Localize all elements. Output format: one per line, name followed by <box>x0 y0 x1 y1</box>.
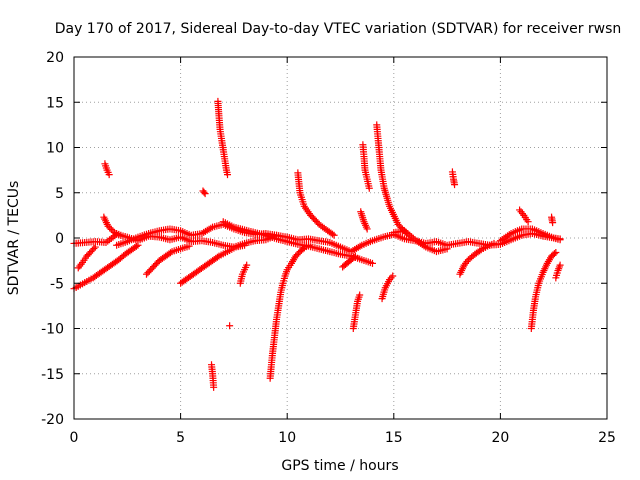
data-point <box>299 245 307 253</box>
data-point <box>350 253 358 261</box>
y-tick-label: -20 <box>41 412 64 428</box>
data-point <box>524 218 532 226</box>
data-point <box>451 181 459 189</box>
data-point <box>224 171 232 179</box>
series-band-2 <box>219 218 376 267</box>
y-tick-label: -5 <box>50 276 64 292</box>
series-arc-d14 <box>552 261 564 282</box>
series-arc-d10 <box>349 291 364 332</box>
data-point <box>132 242 140 250</box>
y-tick-label: -15 <box>41 367 64 383</box>
series-arc-d13 <box>527 248 560 332</box>
series-arc-d11 <box>378 272 397 303</box>
data-point <box>389 272 397 280</box>
series-arc-d5 <box>236 261 251 287</box>
series-arc-10 <box>357 208 371 233</box>
data-point <box>555 265 563 273</box>
data-point <box>556 236 564 244</box>
x-tick-label: 15 <box>385 430 403 446</box>
series-arc-d9 <box>339 252 359 271</box>
data-point <box>351 252 359 260</box>
data-point <box>213 253 221 261</box>
data-point <box>106 224 114 232</box>
data-point <box>105 171 113 179</box>
data-point <box>556 261 564 269</box>
data-point <box>490 239 498 247</box>
x-axis-label: GPS time / hours <box>281 458 398 474</box>
y-tick-label: 15 <box>46 95 64 111</box>
series-arc-d2 <box>74 243 99 272</box>
data-point <box>329 230 337 238</box>
series-arc-2 <box>214 97 232 179</box>
data-point <box>443 245 451 253</box>
data-point <box>166 249 174 257</box>
y-tick-label: 20 <box>46 50 64 66</box>
series-arc-5 <box>359 141 373 192</box>
data-point <box>363 225 371 233</box>
data-point <box>550 250 558 258</box>
data-point <box>241 241 249 249</box>
y-tick-label: 10 <box>46 141 64 157</box>
data-point <box>356 291 364 299</box>
data-point <box>104 222 112 230</box>
series-arc-4 <box>294 169 338 239</box>
plot-frame <box>73 56 608 420</box>
series-arc-6 <box>373 121 411 237</box>
data-point <box>330 231 338 239</box>
x-tick-label: 20 <box>491 430 509 446</box>
y-tick-label: 0 <box>55 231 64 247</box>
data-point <box>368 259 376 267</box>
data-points <box>70 97 564 391</box>
series-arc-1 <box>101 160 113 179</box>
series-arc-d8 <box>266 241 313 382</box>
data-point <box>201 190 209 198</box>
series-arc-d4 <box>177 241 249 287</box>
data-point <box>226 322 234 330</box>
y-axis: -20 -15 -10 -5 0 5 10 15 20 <box>41 50 607 428</box>
data-point <box>200 188 208 196</box>
series-arc-d3 <box>142 242 193 278</box>
y-tick-label: 5 <box>55 186 64 202</box>
y-tick-label: -10 <box>41 322 64 338</box>
x-tick-label: 25 <box>598 430 616 446</box>
data-point <box>365 184 373 192</box>
grid <box>74 57 607 419</box>
data-point <box>305 241 313 249</box>
data-point <box>243 261 251 269</box>
data-point <box>134 241 142 249</box>
data-point <box>109 227 117 235</box>
x-tick-label: 0 <box>70 430 79 446</box>
series-arc-3 <box>199 187 209 198</box>
series-arc-d6 <box>208 361 218 391</box>
series-arc-8 <box>516 206 532 226</box>
chart-title: Day 170 of 2017, Sidereal Day-to-day VTE… <box>55 21 622 37</box>
x-tick-label: 5 <box>176 430 185 446</box>
data-point <box>91 243 99 251</box>
series-band-4 <box>496 225 564 245</box>
data-point <box>552 248 560 256</box>
series-arc-9 <box>548 213 557 227</box>
x-tick-label: 10 <box>278 430 296 446</box>
series-arc-d7 <box>226 322 234 330</box>
y-axis-label: SDTVAR / TECUs <box>6 181 22 296</box>
data-point <box>549 219 557 227</box>
data-point <box>555 263 563 271</box>
x-axis: 0 5 10 15 20 25 <box>70 57 616 446</box>
series-arc-d1 <box>70 241 142 293</box>
series-arc-d12 <box>456 239 498 278</box>
data-point <box>476 247 484 255</box>
data-point <box>210 383 218 391</box>
data-point <box>185 242 193 250</box>
data-point <box>90 245 98 253</box>
series-band-3 <box>390 227 451 256</box>
series-arc-7 <box>448 168 459 189</box>
data-point <box>107 225 115 233</box>
